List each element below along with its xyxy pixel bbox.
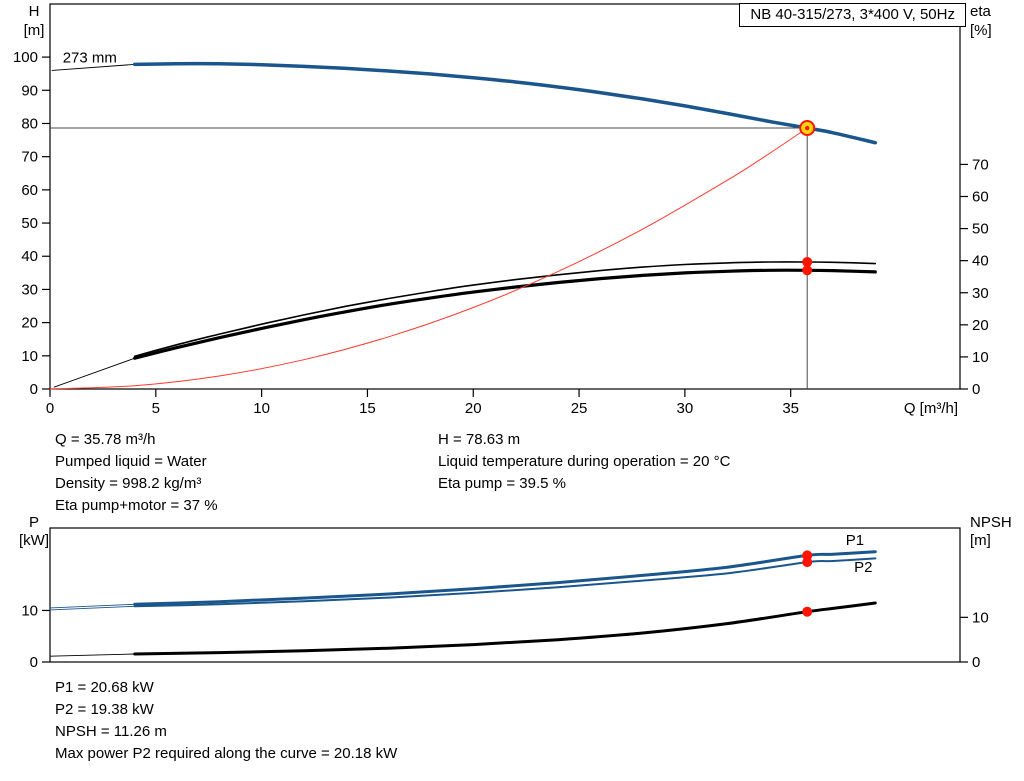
power-info: P1 = 20.68 kW P2 = 19.38 kW NPSH = 11.26… bbox=[55, 677, 397, 765]
series-npsh-lead bbox=[49, 653, 136, 657]
series-eta-pump-curve bbox=[133, 261, 877, 358]
p2-point bbox=[802, 557, 813, 568]
duty-info: Q = 35.78 m³/h Pumped liquid = Water Den… bbox=[55, 429, 730, 517]
duty-info-left-column: Q = 35.78 m³/h Pumped liquid = Water Den… bbox=[55, 429, 438, 517]
info-npsh: NPSH = 11.26 m bbox=[55, 723, 167, 740]
right-axis-title: eta bbox=[970, 3, 992, 20]
left-axis-tick-label: 50 bbox=[21, 215, 38, 232]
left-axis-tick-label: 40 bbox=[21, 248, 38, 265]
performance-chart: 0 10 20 30 40 50 60 70 80 90 100 0 10 20 30 40 50 60 70 0 5 1… bbox=[13, 3, 992, 417]
left-axis-tick-label: 70 bbox=[21, 149, 38, 166]
info-p1: P1 = 20.68 kW bbox=[55, 679, 154, 696]
curve-label-p1: P1 bbox=[846, 532, 864, 549]
duty-info-right-column: H = 78.63 m Liquid temperature during op… bbox=[438, 429, 730, 517]
left-axis-tick-label: 0 bbox=[30, 654, 38, 670]
right-axis-title: NPSH bbox=[970, 515, 1012, 531]
right-axis-tick-label: 50 bbox=[972, 221, 989, 238]
plot-border bbox=[49, 527, 961, 663]
info-density: Density = 998.2 kg/m³ bbox=[55, 475, 202, 492]
eta-pump-point bbox=[802, 256, 813, 267]
right-axis-tick-label: 10 bbox=[972, 349, 989, 366]
series-p1-curve bbox=[133, 550, 877, 606]
left-axis-title: P bbox=[29, 515, 39, 531]
left-axis-tick-label: 0 bbox=[30, 381, 38, 398]
left-axis-unit: [kW] bbox=[19, 532, 49, 549]
right-axis-unit: [%] bbox=[970, 22, 992, 39]
left-axis-tick-label: 100 bbox=[13, 49, 38, 66]
right-axis-tick-label: 20 bbox=[972, 317, 989, 334]
x-axis-tick-label: 5 bbox=[152, 400, 160, 417]
right-axis-tick-label: 0 bbox=[972, 381, 980, 398]
info-eta-pump-motor: Eta pump+motor = 37 % bbox=[55, 497, 218, 514]
power-npsh-chart: 0 10 0 10 P[kW] NPSH[m] P1 P2 bbox=[19, 515, 1012, 670]
x-axis-tick-label: 20 bbox=[465, 400, 482, 417]
left-axis-tick-label: 10 bbox=[21, 602, 38, 619]
series-hq-lead bbox=[51, 63, 136, 71]
info-liquid-temperature: Liquid temperature during operation = 20… bbox=[438, 453, 731, 470]
right-axis-tick-label: 0 bbox=[972, 654, 980, 670]
left-axis-tick-label: 60 bbox=[21, 182, 38, 199]
curve-label-p2: P2 bbox=[854, 559, 872, 576]
series-eta-pump-motor-curve bbox=[133, 268, 877, 360]
right-axis-tick-label: 30 bbox=[972, 285, 989, 302]
series-hq-curve-273mm bbox=[132, 61, 878, 145]
x-axis-title: Q [m³/h] bbox=[904, 400, 958, 417]
x-axis-tick-label: 25 bbox=[571, 400, 588, 417]
left-axis-tick-label: 80 bbox=[21, 115, 38, 132]
right-axis-unit: [m] bbox=[970, 532, 991, 549]
series-eta-lead bbox=[53, 357, 136, 388]
x-axis-tick-label: 30 bbox=[677, 400, 694, 417]
info-pumped-liquid: Pumped liquid = Water bbox=[55, 453, 207, 470]
left-axis-tick-label: 20 bbox=[21, 315, 38, 332]
info-p2: P2 = 19.38 kW bbox=[55, 701, 154, 718]
x-axis-tick-label: 15 bbox=[359, 400, 376, 417]
left-axis-title: H bbox=[29, 3, 40, 20]
right-axis-tick-label: 10 bbox=[972, 609, 989, 626]
x-axis-tick-label: 35 bbox=[782, 400, 799, 417]
series-system-curve bbox=[49, 127, 808, 390]
pump-title-box: NB 40-315/273, 3*400 V, 50Hz bbox=[739, 3, 966, 27]
series-npsh-curve bbox=[133, 601, 877, 656]
info-eta-pump: Eta pump = 39.5 % bbox=[438, 475, 566, 492]
left-axis-tick-label: 10 bbox=[21, 348, 38, 365]
plot-border bbox=[49, 3, 961, 390]
info-flow: Q = 35.78 m³/h bbox=[55, 431, 156, 448]
right-axis-tick-label: 40 bbox=[972, 253, 989, 270]
info-max-power: Max power P2 required along the curve = … bbox=[55, 745, 398, 762]
eta-pump-motor-point bbox=[802, 265, 813, 276]
right-axis-tick-label: 70 bbox=[972, 156, 989, 173]
right-axis-tick-label: 60 bbox=[972, 189, 989, 206]
series-p1-lead bbox=[49, 603, 136, 609]
left-axis-unit: [m] bbox=[24, 22, 45, 39]
duty-point-center bbox=[805, 125, 810, 131]
impeller-diameter-label: 273 mm bbox=[63, 50, 117, 67]
x-axis-tick-label: 0 bbox=[46, 400, 54, 417]
info-head: H = 78.63 m bbox=[438, 431, 521, 448]
x-axis-tick-label: 10 bbox=[253, 400, 270, 417]
npsh-point bbox=[802, 606, 813, 617]
series-p2-lead bbox=[49, 605, 136, 611]
left-axis-tick-label: 30 bbox=[21, 281, 38, 298]
left-axis-tick-label: 90 bbox=[21, 82, 38, 99]
